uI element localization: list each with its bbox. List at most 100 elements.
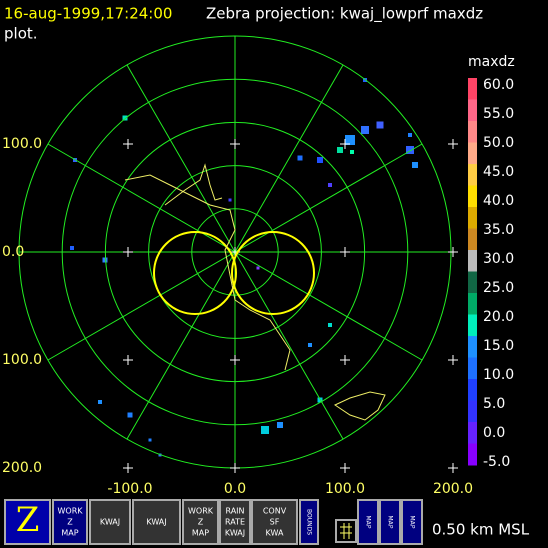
colorbar-swatch: [468, 142, 477, 165]
echo: [337, 147, 343, 153]
echo: [328, 183, 332, 187]
echo: [412, 162, 418, 168]
colorbar-label: 55.0: [483, 106, 514, 122]
colorbar-swatch: [468, 164, 477, 186]
toolbar-button[interactable]: [335, 519, 357, 543]
colorbar-label: 45.0: [483, 164, 514, 180]
echo: [345, 135, 355, 145]
colorbar-label: 40.0: [483, 193, 514, 209]
button-label: Z: [67, 518, 73, 527]
echo: [256, 266, 260, 270]
echo: [328, 323, 332, 327]
toolbar: Z WORK Z MAP KWAJ KWAJ WORK Z MAP RAIN RATE KWAJ CON…: [4, 499, 423, 545]
y-axis-label: 0.0: [2, 244, 24, 260]
title-cont: plot.: [4, 25, 38, 43]
toolbar-button[interactable]: MAP: [379, 499, 401, 545]
toolbar-button[interactable]: MAP: [401, 499, 423, 545]
colorbar-label: 10.0: [483, 367, 514, 383]
button-face: [299, 499, 319, 545]
grid-cross: [340, 463, 350, 473]
button-face: [251, 499, 298, 545]
toolbar-button[interactable]: BOUNDS: [299, 499, 319, 545]
island: [333, 391, 386, 421]
x-axis-label: 100.0: [325, 481, 365, 497]
grid-cross: [448, 139, 458, 149]
lobe: [153, 231, 237, 315]
grid-cross: [340, 139, 350, 149]
colorbar-swatch: [468, 250, 477, 272]
lobe: [231, 231, 315, 315]
grid-cross: [340, 247, 350, 257]
colorbar-swatch: [468, 443, 477, 466]
y-axis-label: 200.0: [2, 460, 42, 476]
toolbar-button[interactable]: WORK Z MAP: [52, 499, 88, 545]
echo: [297, 155, 303, 161]
grid-cross: [230, 139, 240, 149]
toolbar-button[interactable]: RAIN RATE KWAJ: [219, 499, 251, 545]
colorbar-label: 30.0: [483, 251, 514, 267]
colorbar-swatch: [468, 185, 477, 208]
colorbar-label: 15.0: [483, 338, 514, 354]
echo: [70, 246, 74, 250]
colorbar-label: 20.0: [483, 309, 514, 325]
colorbar-label: 25.0: [483, 280, 514, 296]
button-label: KWAJ: [225, 529, 245, 538]
colorbar-swatch: [468, 336, 477, 358]
button-face: [52, 499, 88, 545]
timestamp: 16-aug-1999,17:24:00: [4, 5, 172, 23]
echo: [261, 426, 269, 434]
button-face: [335, 519, 357, 543]
toolbar-button[interactable]: Z: [4, 499, 51, 545]
echo: [376, 121, 384, 129]
colorbar-title: maxdz: [468, 54, 515, 70]
button-label: WORK: [57, 507, 83, 516]
button-face: [132, 499, 181, 545]
grid-cross: [230, 463, 240, 473]
echo: [408, 133, 412, 137]
button-face: [357, 499, 379, 545]
toolbar-button[interactable]: CONV SF KWA: [251, 499, 298, 545]
title: Zebra projection: kwaj_lowprf maxdz: [206, 5, 483, 24]
echo: [361, 126, 369, 134]
y-axis-label: 100.0: [2, 136, 42, 152]
button-label: KWA: [266, 529, 284, 538]
y-axis-label: 100.0: [2, 352, 42, 368]
button-label: Z: [198, 518, 204, 527]
colorbar-swatch: [468, 293, 477, 315]
toolbar-button[interactable]: KWAJ: [89, 499, 131, 545]
grid-cross: [448, 355, 458, 365]
button-label: WORK: [188, 507, 214, 516]
button-label: MAP: [192, 529, 209, 538]
colorbar-label: 0.0: [483, 425, 505, 441]
grid-cross: [448, 463, 458, 473]
grid-cross: [448, 247, 458, 257]
toolbar-button[interactable]: KWAJ: [132, 499, 181, 545]
button-label: KWAJ: [100, 518, 120, 527]
echo: [350, 150, 354, 154]
toolbar-button[interactable]: MAP: [357, 499, 379, 545]
toolbar-button[interactable]: WORK Z MAP: [182, 499, 219, 545]
colorbar-swatch: [468, 99, 477, 122]
button-face: [379, 499, 401, 545]
echo: [102, 257, 108, 263]
button-label: MAP: [387, 516, 394, 529]
colorbar-swatch: [468, 357, 477, 380]
colorbar-swatch: [468, 314, 477, 337]
colorbar-swatch: [468, 271, 477, 294]
button-label: CONV: [263, 507, 287, 516]
button-label: MAP: [409, 516, 416, 529]
colorbar-label: 35.0: [483, 222, 514, 238]
button-face: [219, 499, 251, 545]
echo: [228, 198, 232, 202]
altitude-label: 0.50 km MSL: [432, 521, 530, 539]
grid-icon: [340, 523, 352, 539]
echo: [277, 422, 283, 428]
colorbar-swatch: [468, 379, 477, 401]
colorbar-label: -5.0: [483, 454, 510, 470]
button-label: MAP: [61, 529, 78, 538]
button-label: RAIN: [225, 507, 244, 516]
coastline: [164, 163, 223, 206]
colorbar-swatch: [468, 207, 477, 229]
button-label: BOUNDS: [306, 509, 313, 535]
